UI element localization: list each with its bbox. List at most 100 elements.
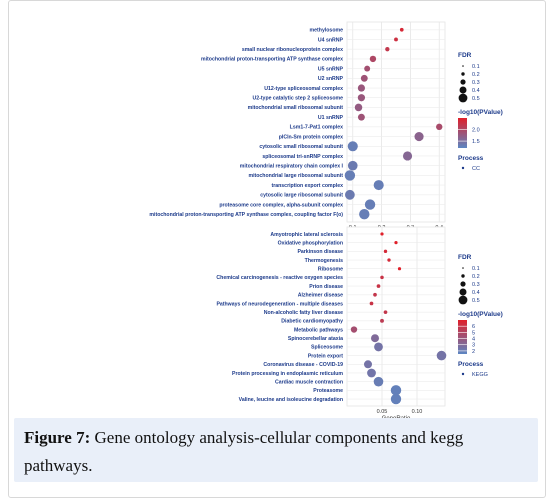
data-point bbox=[387, 258, 391, 262]
size-legend-label: 0.4 bbox=[472, 88, 480, 94]
size-legend-label: 0.2 bbox=[472, 72, 480, 78]
figure-caption: Figure 7: Gene ontology analysis-cellula… bbox=[24, 424, 524, 480]
category-label: Protein export bbox=[308, 353, 343, 359]
size-legend-dot bbox=[462, 65, 464, 67]
data-point bbox=[354, 103, 363, 112]
data-point bbox=[436, 123, 443, 131]
data-point bbox=[373, 292, 377, 297]
figure-frame bbox=[8, 0, 546, 498]
category-label: Non-alcoholic fatty liver disease bbox=[264, 310, 343, 316]
x-tick-label: 0.10 bbox=[412, 409, 423, 415]
size-legend-dot bbox=[459, 86, 467, 94]
data-point bbox=[385, 47, 390, 52]
category-label: U4 snRNP bbox=[318, 37, 344, 43]
category-label: proteasome core complex, alpha-subunit c… bbox=[219, 202, 343, 208]
go-cc-dotplot: methylosome U4 snRNP small nuclear ribonuc… bbox=[149, 21, 503, 231]
category-label: cytosolic small ribosomal subunit bbox=[259, 144, 343, 150]
category-label: Prion disease bbox=[309, 284, 343, 290]
category-label: spliceosomal tri-snRNP complex bbox=[262, 154, 343, 160]
plot-area bbox=[346, 21, 446, 223]
data-point bbox=[367, 368, 376, 378]
kegg-dotplot: Amyotrophic lateral sclerosis Oxidative p… bbox=[216, 226, 503, 418]
data-point bbox=[347, 141, 358, 152]
data-point bbox=[402, 151, 413, 161]
size-legend-label: 0.3 bbox=[472, 80, 480, 86]
size-legend-label: 0.3 bbox=[472, 282, 480, 288]
x-axis-title: GeneRatio bbox=[382, 416, 411, 418]
size-legend-title: FDR bbox=[458, 52, 472, 59]
data-point bbox=[347, 160, 358, 171]
color-legend-bar bbox=[458, 320, 467, 354]
size-legend-label: 0.5 bbox=[472, 298, 480, 304]
category-label: U2-type catalytic step 2 spliceosome bbox=[252, 96, 343, 102]
category-label: pICln-Sm protein complex bbox=[279, 134, 343, 140]
data-point bbox=[373, 180, 384, 191]
color-legend-label: 3 bbox=[472, 343, 475, 349]
category-label: methylosome bbox=[310, 28, 344, 34]
size-legend-label: 0.4 bbox=[472, 290, 480, 296]
color-legend-label: 1.5 bbox=[472, 139, 480, 145]
size-legend-dot bbox=[461, 72, 465, 76]
size-legend-dot bbox=[460, 281, 466, 287]
category-label: Valine, leucine and isoleucine degradati… bbox=[239, 397, 343, 403]
x-tick-label: 0.05 bbox=[377, 409, 388, 415]
data-point bbox=[380, 232, 384, 236]
category-label: Oxidative phosphorylation bbox=[278, 240, 343, 246]
data-point bbox=[414, 132, 424, 142]
category-label: Proteasome bbox=[313, 388, 343, 394]
color-legend-label: 5 bbox=[472, 330, 475, 336]
category-label: mitochondrial proton-transporting ATP sy… bbox=[149, 212, 343, 218]
size-legend-title: FDR bbox=[458, 254, 472, 261]
category-label: Ribosome bbox=[318, 267, 343, 273]
process-legend-dot bbox=[461, 166, 465, 170]
size-legend-label: 0.1 bbox=[472, 64, 480, 70]
data-point bbox=[369, 301, 374, 306]
size-legend-dot bbox=[460, 79, 466, 85]
data-point bbox=[390, 393, 402, 405]
data-point bbox=[383, 249, 388, 254]
data-point bbox=[371, 334, 379, 343]
caption-label: Figure 7: bbox=[24, 428, 91, 447]
data-point bbox=[397, 267, 402, 271]
category-label: Protein processing in endoplasmic reticu… bbox=[232, 371, 343, 377]
category-label: Thermogenesis bbox=[305, 258, 343, 264]
data-point bbox=[369, 55, 377, 63]
size-legend-dot bbox=[458, 93, 468, 103]
size-legend-dot bbox=[458, 295, 468, 305]
data-point bbox=[359, 209, 370, 220]
category-label: Cardiac muscle contraction bbox=[275, 379, 343, 385]
category-label: Lsm1-7-Pat1 complex bbox=[290, 125, 343, 131]
size-legend-label: 0.5 bbox=[472, 96, 480, 102]
caption-box bbox=[14, 418, 538, 482]
data-point bbox=[350, 326, 358, 333]
color-legend-title: -log10(PValue) bbox=[458, 109, 503, 116]
data-point bbox=[394, 241, 398, 245]
category-label: Pathways of neurodegeneration - multiple… bbox=[216, 301, 343, 307]
data-point bbox=[399, 27, 404, 32]
process-legend-title: Process bbox=[458, 155, 484, 162]
data-point bbox=[380, 318, 384, 323]
process-legend-label: KEGG bbox=[472, 372, 488, 378]
data-point bbox=[380, 275, 384, 280]
category-label: Metabolic pathways bbox=[294, 327, 343, 333]
category-label: small nuclear ribonucleoprotein complex bbox=[242, 47, 343, 53]
data-point bbox=[345, 189, 355, 200]
size-legend-label: 0.1 bbox=[472, 266, 480, 272]
data-point bbox=[360, 74, 368, 82]
data-point bbox=[357, 84, 366, 92]
color-legend-label: 4 bbox=[472, 337, 475, 343]
color-legend-label: 2 bbox=[472, 349, 475, 355]
category-label: U12-type spliceosomal complex bbox=[264, 86, 343, 92]
data-point bbox=[436, 350, 447, 361]
category-label: cytosolic large ribosomal subunit bbox=[260, 193, 343, 199]
process-legend-label: CC bbox=[472, 166, 480, 172]
category-label: Amyotrophic lateral sclerosis bbox=[270, 232, 343, 238]
data-point bbox=[344, 170, 356, 181]
size-legend-dot bbox=[461, 274, 465, 278]
category-label: U5 snRNP bbox=[318, 66, 344, 72]
category-label: mitochondrial proton-transporting ATP sy… bbox=[201, 57, 343, 63]
size-legend-dot bbox=[462, 267, 464, 269]
data-point bbox=[357, 94, 366, 102]
category-label: U2 snRNP bbox=[318, 76, 344, 82]
category-label: Alzheimer disease bbox=[298, 293, 343, 299]
